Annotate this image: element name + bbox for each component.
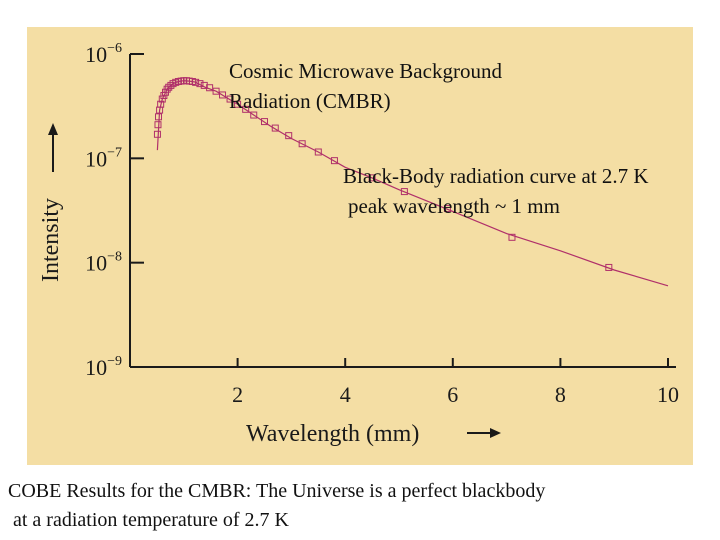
annotation-cmbr-subtitle: Radiation (CMBR) (229, 89, 391, 113)
data-point (226, 95, 234, 103)
data-point (400, 188, 408, 196)
data-point (200, 81, 208, 89)
data-point (298, 140, 306, 148)
x-axis-arrow (467, 428, 501, 438)
data-point (219, 91, 227, 99)
y-tick-label: 10−7 (85, 145, 122, 171)
data-point (196, 80, 204, 88)
y-axis-arrow (48, 123, 58, 172)
annotation-cmbr-title: Cosmic Microwave Background (229, 59, 502, 83)
data-point (443, 205, 451, 213)
data-point (212, 87, 220, 95)
data-point (163, 85, 171, 93)
data-point (153, 130, 161, 138)
chart-panel: 2 4 6 8 10 10−6 10−7 10−8 10−9 Cosmic Microwave … (27, 27, 693, 465)
data-point (368, 174, 376, 182)
data-point (508, 233, 516, 241)
caption-line-2: at a radiation temperature of 2.7 K (8, 509, 289, 531)
x-tick-label: 8 (555, 382, 566, 407)
x-tick-label: 2 (232, 382, 243, 407)
ticks: 2 4 6 8 10 10−6 10−7 10−8 10−9 (85, 41, 679, 407)
x-tick-label: 4 (340, 382, 351, 407)
y-tick-label: 10−9 (85, 354, 122, 380)
data-point (250, 111, 258, 119)
data-point (234, 100, 242, 108)
data-point (192, 78, 200, 86)
data-point (154, 121, 162, 129)
data-point (285, 132, 293, 140)
cmbr-chart: 2 4 6 8 10 10−6 10−7 10−8 10−9 Cosmic Microwave … (38, 41, 679, 447)
data-point (271, 124, 279, 132)
data-point (261, 118, 268, 126)
data-point (330, 157, 338, 165)
x-tick-label: 10 (657, 382, 679, 407)
data-point (155, 113, 163, 121)
data-point (314, 148, 322, 156)
points-layer (153, 77, 613, 271)
x-tick-label: 6 (447, 382, 458, 407)
data-point (242, 105, 250, 113)
x-axis-title: Wavelength (mm) (246, 421, 419, 447)
y-tick-label: 10−8 (85, 250, 122, 276)
caption-line-1: COBE Results for the CMBR: The Universe … (8, 480, 546, 502)
annotation-blackbody: Black-Body radiation curve at 2.7 K (343, 164, 649, 188)
axes (48, 54, 676, 438)
data-point (157, 100, 165, 108)
y-tick-label: 10−6 (85, 41, 122, 67)
data-point (605, 263, 613, 271)
data-point (165, 83, 173, 91)
annotation-peak: peak wavelength ~ 1 mm (348, 194, 560, 218)
data-point (158, 95, 166, 103)
y-axis-title: Intensity (38, 198, 64, 282)
